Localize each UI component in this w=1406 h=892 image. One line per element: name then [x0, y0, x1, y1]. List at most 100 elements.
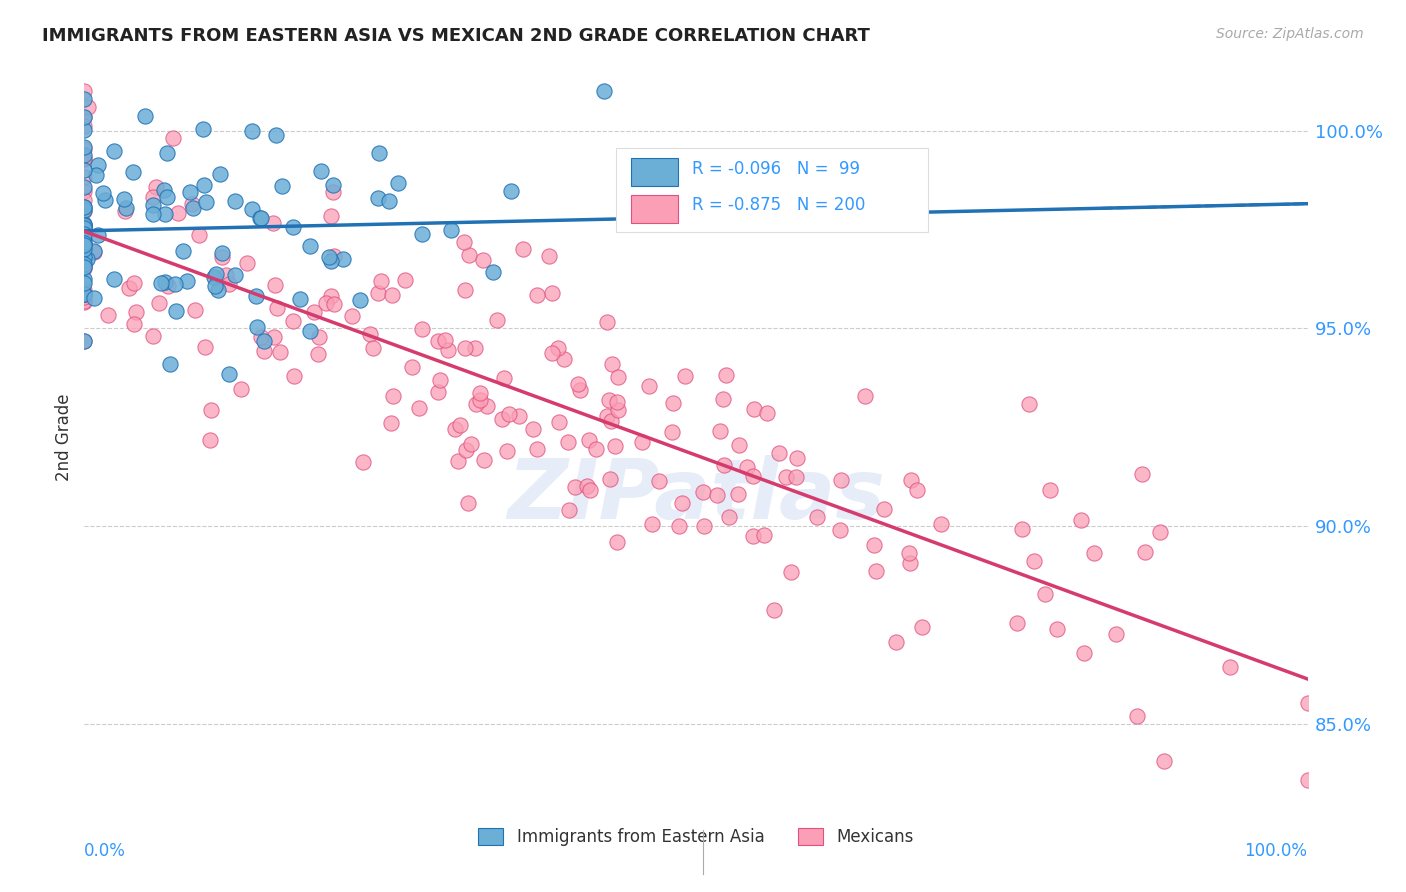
Point — [713, 458, 735, 473]
Point — [1135, 544, 1157, 558]
Point — [1073, 646, 1095, 660]
Point — [457, 496, 479, 510]
Point — [73, 290, 96, 304]
Point — [706, 488, 728, 502]
Point — [668, 518, 690, 533]
Point — [557, 503, 579, 517]
Point — [73, 250, 96, 264]
Point — [162, 131, 184, 145]
Point — [454, 341, 477, 355]
Point — [567, 376, 589, 391]
Point — [73, 260, 96, 275]
Point — [122, 317, 145, 331]
Point — [1126, 708, 1149, 723]
Point — [548, 415, 571, 429]
Point — [281, 219, 304, 234]
Point — [211, 250, 233, 264]
Point — [218, 277, 240, 292]
Point — [508, 409, 530, 423]
Point — [319, 254, 342, 268]
Point — [240, 124, 263, 138]
Point — [191, 121, 214, 136]
Point — [205, 267, 228, 281]
Point — [491, 411, 513, 425]
Point — [853, 389, 876, 403]
Point — [145, 180, 167, 194]
Point — [762, 603, 785, 617]
Point — [434, 333, 457, 347]
Point — [602, 357, 624, 371]
Point — [73, 163, 96, 178]
Point — [661, 425, 683, 439]
Point — [359, 327, 381, 342]
Point — [752, 528, 775, 542]
Point — [193, 178, 215, 192]
Point — [709, 424, 731, 438]
Point — [1039, 483, 1062, 497]
Point — [73, 151, 96, 165]
Point — [249, 211, 271, 226]
Point — [775, 469, 797, 483]
Point — [1130, 467, 1153, 481]
Point — [73, 221, 96, 235]
Point — [603, 439, 626, 453]
Point — [873, 502, 896, 516]
Point — [470, 386, 492, 401]
Point — [73, 287, 96, 301]
Point — [263, 330, 285, 344]
Point — [299, 239, 322, 253]
Point — [142, 197, 165, 211]
Point — [125, 304, 148, 318]
Point — [693, 519, 716, 533]
Point — [828, 524, 851, 538]
Point — [472, 453, 495, 467]
Point — [183, 302, 205, 317]
Point — [73, 334, 96, 348]
Point — [900, 473, 922, 487]
Point — [73, 260, 96, 274]
Point — [134, 110, 156, 124]
Point — [332, 252, 354, 266]
Point — [209, 167, 232, 181]
Point — [1005, 615, 1028, 630]
Point — [547, 341, 569, 355]
Point — [87, 158, 110, 172]
Point — [156, 189, 179, 203]
Text: Source: ZipAtlas.com: Source: ZipAtlas.com — [1216, 27, 1364, 41]
Point — [202, 269, 225, 284]
Point — [481, 265, 503, 279]
Point — [540, 286, 562, 301]
Point — [780, 566, 803, 580]
Point — [307, 347, 329, 361]
Point — [498, 408, 520, 422]
Point — [155, 207, 177, 221]
Point — [250, 330, 273, 344]
Point — [142, 190, 165, 204]
Point — [253, 343, 276, 358]
Point — [367, 285, 389, 300]
Point — [73, 203, 96, 218]
Point — [557, 435, 579, 450]
Point — [73, 123, 96, 137]
Point — [1296, 773, 1319, 788]
Point — [73, 242, 96, 256]
Text: 0.0%: 0.0% — [84, 842, 127, 860]
Point — [446, 454, 468, 468]
Point — [73, 271, 96, 285]
Point — [1083, 546, 1105, 560]
Point — [73, 235, 96, 250]
Point — [83, 291, 105, 305]
Point — [1046, 622, 1069, 636]
Point — [1296, 697, 1319, 711]
Point — [727, 487, 749, 501]
Point — [436, 343, 458, 357]
Point — [73, 219, 96, 233]
Text: 100.0%: 100.0% — [1244, 842, 1308, 860]
Point — [118, 281, 141, 295]
Point — [73, 276, 96, 290]
Text: IMMIGRANTS FROM EASTERN ASIA VS MEXICAN 2ND GRADE CORRELATION CHART: IMMIGRANTS FROM EASTERN ASIA VS MEXICAN … — [42, 27, 870, 45]
Point — [464, 341, 486, 355]
Point — [465, 397, 488, 411]
Point — [381, 389, 404, 403]
Point — [84, 168, 107, 182]
